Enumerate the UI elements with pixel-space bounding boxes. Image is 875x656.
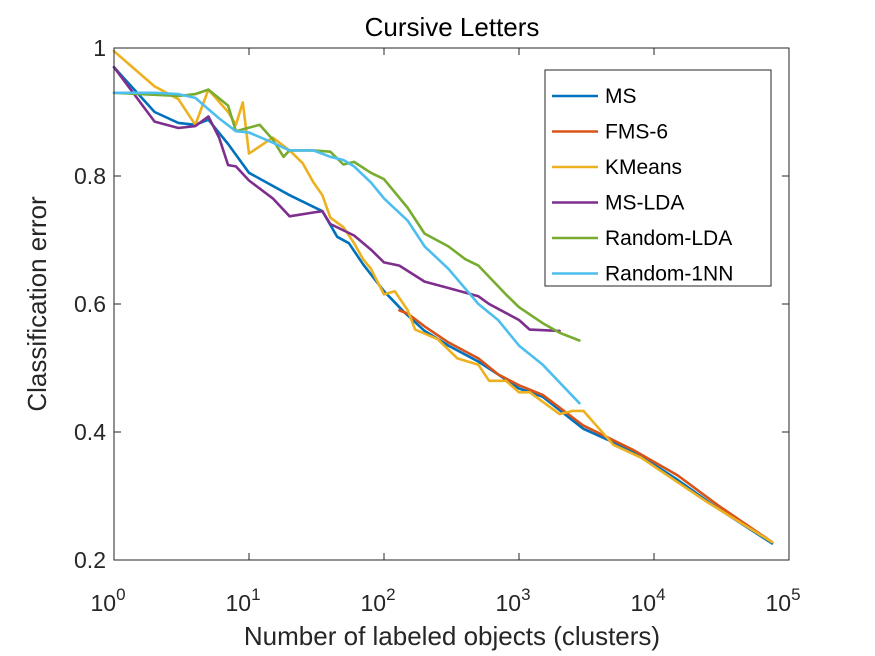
- chart-title: Cursive Letters: [365, 12, 540, 42]
- x-axis-label: Number of labeled objects (clusters): [244, 621, 660, 651]
- y-tick-label: 0.4: [74, 419, 106, 445]
- legend-label-ms: MS: [605, 85, 637, 108]
- y-tick-label: 0.6: [74, 291, 106, 317]
- y-tick-label: 0.2: [74, 547, 106, 573]
- legend-label-ms-lda: MS-LDA: [605, 192, 684, 215]
- y-tick-label: 0.8: [74, 163, 106, 189]
- y-axis-label: Classification error: [22, 196, 52, 412]
- legend-box: [544, 69, 772, 287]
- x-tick-label: 102: [360, 585, 395, 616]
- tick-layer: 100 101 102 103 104 105 0.2 0.4 0.6 0.8 1: [74, 35, 801, 616]
- series-line-ms-lda: [112, 65, 561, 333]
- x-tick-label: 104: [630, 585, 665, 616]
- legend: MS FMS-6 KMeans MS-LDA Random-LDA Random-1NN: [544, 69, 772, 287]
- legend-label-random-1nn: Random-1NN: [605, 263, 733, 286]
- series-line-ms: [112, 65, 774, 545]
- series-line-kmeans: [112, 49, 774, 544]
- legend-label-random-lda: Random-LDA: [605, 227, 732, 250]
- x-tick-label: 105: [765, 585, 800, 616]
- x-tick-label: 101: [225, 585, 260, 616]
- series-layer: [112, 49, 774, 545]
- legend-label-kmeans: KMeans: [605, 156, 682, 179]
- y-tick-label: 1: [93, 35, 106, 61]
- legend-label-fms-6: FMS-6: [605, 121, 668, 144]
- series-line-fms-6: [398, 309, 774, 544]
- series-line-random-1nn: [112, 91, 581, 405]
- x-tick-label: 103: [495, 585, 530, 616]
- x-tick-label: 100: [90, 585, 125, 616]
